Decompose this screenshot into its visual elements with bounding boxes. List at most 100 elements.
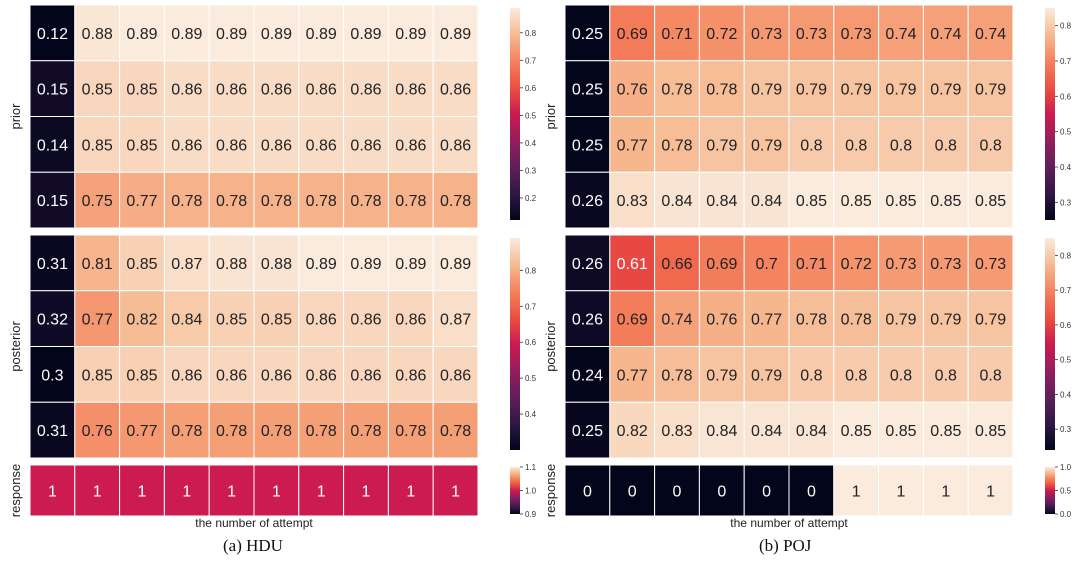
cell-value-label: 0.77	[617, 367, 648, 384]
cell-value-label: 1	[451, 484, 460, 501]
heatmap-cell	[29, 171, 76, 229]
heatmap-cell	[564, 464, 611, 517]
heatmap-cell	[743, 116, 790, 173]
heatmap-cell	[163, 346, 210, 403]
heatmap-cell	[609, 401, 656, 459]
heatmap-cell	[387, 346, 434, 403]
colorbar-tick-label: 0.7	[525, 302, 537, 311]
cell-value-label: 0.89	[216, 26, 247, 43]
heatmap-hdu-response: 1 1 1 1 1 1 1 1 1 1 response the number of attempt 0…	[8, 463, 537, 530]
heatmap-cell	[833, 234, 880, 292]
cell-value-label: 0.85	[126, 137, 157, 154]
cell-value-label: 0.86	[306, 137, 337, 154]
heatmap-cell	[432, 4, 479, 62]
cell-value-label: 0.84	[751, 193, 782, 210]
heatmap-cell	[74, 4, 121, 62]
cell-value-label: 0.25	[572, 423, 603, 440]
colorbar-tick-label: 0.5	[525, 374, 537, 383]
heatmap-cell	[298, 234, 345, 292]
cell-value-label: 0.84	[796, 423, 827, 440]
heatmap-cell	[967, 60, 1014, 117]
cell-value-label: 1	[48, 484, 57, 501]
cell-value-label: 0.89	[306, 256, 337, 273]
heatmap-cell	[654, 234, 700, 292]
colorbar-tick-label: 0.5	[1060, 487, 1072, 496]
cell-value-label: 1	[138, 484, 147, 501]
heatmap-cell	[29, 4, 76, 62]
cell-value-label: 0.8	[935, 137, 957, 154]
heatmap-cell	[788, 116, 835, 173]
cell-value-label: 0.78	[216, 193, 247, 210]
cell-value-label: 0.84	[171, 312, 202, 329]
x-axis-label: the number of attempt	[730, 516, 848, 530]
cell-value-label: 0.85	[930, 193, 961, 210]
cell-value-label: 0.78	[440, 423, 471, 440]
heatmap-cell	[967, 171, 1014, 229]
heatmap-cell	[743, 171, 790, 229]
cell-value-label: 0.79	[975, 82, 1006, 99]
cell-value-label: 0.78	[171, 423, 202, 440]
cell-value-label: 0.78	[395, 193, 426, 210]
cell-value-label: 0.77	[126, 193, 157, 210]
cell-value-label: 0.87	[440, 312, 471, 329]
heatmap-poj-posterior: 0.26 0.61 0.66 0.69 0.7 0.71 0.72 0.73 0.73 0.73 0…	[543, 234, 1072, 459]
cell-value-label: 0.78	[706, 82, 737, 99]
cell-value-label: 0.61	[617, 256, 648, 273]
cell-value-label: 0.85	[885, 193, 916, 210]
cell-value-label: 0.75	[82, 193, 113, 210]
y-axis-label: posterior	[8, 321, 23, 372]
colorbar-tick-label: 0.2	[525, 194, 537, 203]
heatmap-cell	[743, 290, 790, 347]
cell-value-label: 0.85	[930, 423, 961, 440]
cell-value-label: 0.84	[706, 193, 737, 210]
cell-value-label: 0.86	[440, 137, 471, 154]
heatmap-cell	[119, 464, 165, 517]
colorbar-tick-label: 0.5	[525, 111, 537, 120]
cell-value-label: 0.78	[261, 193, 292, 210]
heatmap-cell	[564, 171, 611, 229]
colorbar-tick-label: 0.6	[1060, 321, 1072, 330]
heatmap-cell	[208, 290, 255, 347]
heatmap-cell	[74, 346, 121, 403]
cell-value-label: 0.87	[171, 256, 202, 273]
heatmap-cell	[654, 4, 700, 62]
heatmap-cell	[788, 401, 835, 459]
cell-value-label: 0.78	[171, 193, 202, 210]
heatmap-cell	[163, 401, 210, 459]
cell-value-label: 0.77	[617, 137, 648, 154]
cell-value-label: 0.86	[395, 137, 426, 154]
cell-value-label: 0.78	[350, 423, 381, 440]
heatmap-cell	[432, 116, 479, 173]
cell-value-label: 0.79	[751, 367, 782, 384]
cell-value-label: 0.66	[661, 256, 692, 273]
heatmap-cell	[698, 290, 745, 347]
cell-value-label: 0.85	[841, 193, 872, 210]
heatmap-cell	[432, 171, 479, 229]
heatmap-cell	[74, 464, 121, 517]
cell-value-label: 0.78	[796, 312, 827, 329]
cell-value-label: 0.86	[306, 312, 337, 329]
heatmap-cell	[788, 171, 835, 229]
heatmap-cell	[698, 401, 745, 459]
heatmap-cell	[654, 464, 700, 517]
heatmap-cell	[119, 290, 165, 347]
heatmap-cell	[833, 171, 880, 229]
heatmap-cell	[743, 401, 790, 459]
cell-value-label: 0.79	[885, 312, 916, 329]
heatmap-cell	[253, 4, 300, 62]
cell-value-label: 0	[673, 484, 682, 501]
heatmap-cell	[74, 234, 121, 292]
colorbar	[510, 8, 520, 220]
cell-value-label: 0.73	[751, 26, 782, 43]
cell-value-label: 0.76	[82, 423, 113, 440]
heatmap-cell	[698, 464, 745, 517]
cell-value-label: 0.8	[845, 137, 867, 154]
heatmap-cell	[163, 171, 210, 229]
colorbar-tick-label: 0.8	[1060, 22, 1072, 31]
heatmap-cell	[922, 60, 969, 117]
colorbar-tick-label: 1.0	[1060, 463, 1072, 472]
heatmap-cell	[878, 4, 924, 62]
cell-value-label: 1	[272, 484, 281, 501]
cell-value-label: 0.73	[930, 256, 961, 273]
cell-value-label: 1	[941, 484, 950, 501]
